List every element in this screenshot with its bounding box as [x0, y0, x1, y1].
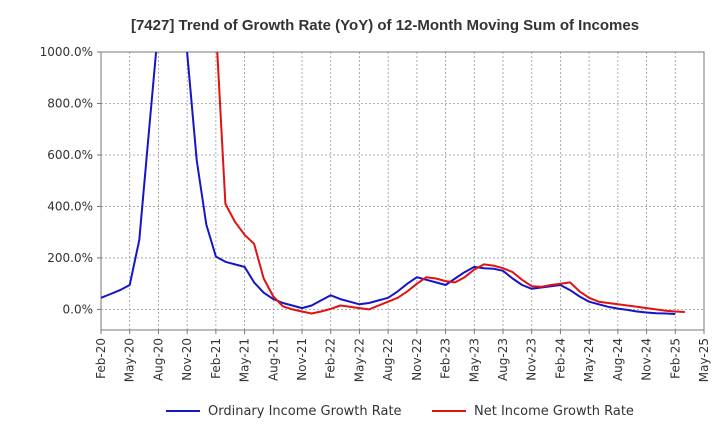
x-tick-label: Aug-23 — [496, 338, 510, 381]
series-layer — [101, 52, 685, 315]
x-tick-label: May-21 — [238, 338, 252, 382]
x-tick-label: Nov-24 — [640, 338, 654, 381]
legend-label: Net Income Growth Rate — [474, 404, 634, 419]
x-tick-label: May-25 — [697, 338, 711, 382]
x-tick-label: Aug-22 — [381, 338, 395, 381]
series-line-1 — [101, 52, 676, 315]
x-tick-label: May-20 — [123, 338, 137, 382]
legend-label: Ordinary Income Growth Rate — [208, 404, 402, 419]
x-tick-label: May-22 — [352, 338, 366, 382]
x-tick-label: Nov-21 — [295, 338, 309, 381]
chart-title: [7427] Trend of Growth Rate (YoY) of 12-… — [131, 17, 639, 34]
x-tick-label: Feb-20 — [94, 338, 108, 379]
x-tick-label: May-24 — [582, 338, 596, 382]
x-tick-label: Nov-20 — [180, 338, 194, 381]
y-axis-ticks: 0.0% 200.0% 400.0% 600.0% 800.0% 1000.0% — [40, 45, 101, 316]
y-tick-label: 800.0% — [47, 96, 93, 110]
x-tick-label: Feb-25 — [668, 338, 682, 379]
y-tick-label: 400.0% — [47, 199, 93, 213]
y-tick-label: 600.0% — [47, 148, 93, 162]
x-tick-label: Aug-24 — [611, 338, 625, 381]
y-tick-label: 1000.0% — [40, 45, 93, 59]
x-tick-label: Aug-20 — [151, 338, 165, 381]
x-axis-ticks: Feb-20 May-20 Aug-20 Nov-20 Feb-21 May-21 Aug-… — [94, 330, 711, 382]
x-tick-label: May-23 — [467, 338, 481, 382]
x-tick-label: Feb-21 — [209, 338, 223, 379]
series-line-2 — [216, 52, 685, 315]
x-tick-label: Aug-21 — [266, 338, 280, 381]
x-tick-label: Feb-23 — [439, 338, 453, 379]
y-tick-label: 200.0% — [47, 251, 93, 265]
plot-area-frame — [100, 51, 705, 331]
x-tick-label: Feb-24 — [553, 338, 567, 379]
x-tick-label: Nov-22 — [410, 338, 424, 381]
x-tick-label: Feb-22 — [324, 338, 338, 379]
y-tick-label: 0.0% — [63, 302, 94, 316]
legend: Ordinary Income Growth Rate Net Income Gr… — [166, 404, 634, 419]
x-tick-label: Nov-23 — [525, 338, 539, 381]
